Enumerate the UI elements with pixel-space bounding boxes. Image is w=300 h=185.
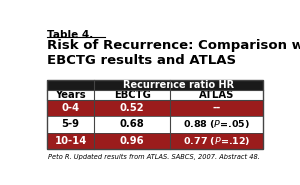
Text: 0.88 ($\it{P}$=.05): 0.88 ($\it{P}$=.05) <box>183 118 250 130</box>
Text: --: -- <box>212 103 221 113</box>
Text: Recurrence ratio HR: Recurrence ratio HR <box>123 80 234 90</box>
Bar <box>47 90 263 100</box>
Bar <box>47 116 263 133</box>
Text: 0.68: 0.68 <box>120 119 145 130</box>
Bar <box>47 100 263 116</box>
Text: Table 4.: Table 4. <box>47 30 93 40</box>
Bar <box>47 80 263 90</box>
Text: Years: Years <box>55 90 86 100</box>
Text: Risk of Recurrence: Comparison with
EBCTG results and ATLAS: Risk of Recurrence: Comparison with EBCT… <box>47 39 300 67</box>
Text: 0.96: 0.96 <box>120 136 145 146</box>
Bar <box>47 133 263 149</box>
Text: 0.52: 0.52 <box>120 103 145 113</box>
Text: 10-14: 10-14 <box>54 136 87 146</box>
Text: Peto R. Updated results from ATLAS. SABCS, 2007. Abstract 48.: Peto R. Updated results from ATLAS. SABC… <box>48 154 260 160</box>
Bar <box>47 80 263 149</box>
Text: 5-9: 5-9 <box>61 119 80 130</box>
Text: 0-4: 0-4 <box>61 103 80 113</box>
Text: 0.77 ($\it{P}$=.12): 0.77 ($\it{P}$=.12) <box>183 135 250 147</box>
Text: EBCTG: EBCTG <box>114 90 151 100</box>
Text: ATLAS: ATLAS <box>199 90 234 100</box>
